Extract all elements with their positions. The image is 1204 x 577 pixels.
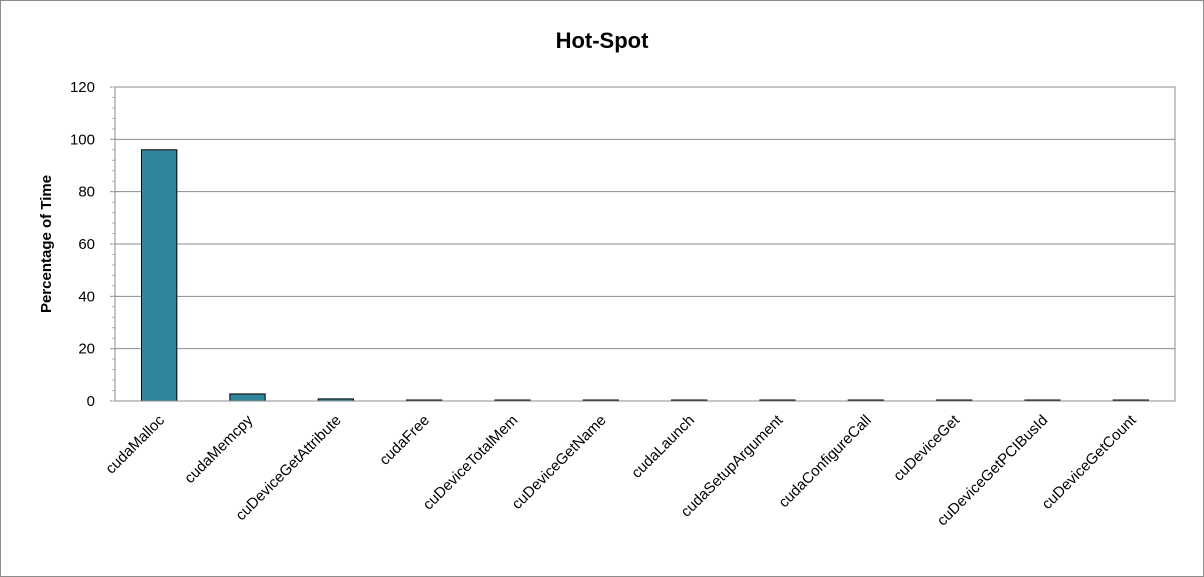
y-axis-ticks: 0 20 40 60 80 100 120 [70,79,115,410]
x-category-label: cudaMemcpy [181,411,256,486]
bar-cudaMalloc [141,149,178,402]
plot-area-border [114,86,1176,402]
x-category-label: cuDeviceGetName [509,412,610,513]
x-category-label: cuDeviceTotalMem [420,412,522,514]
bar-cudaMemcpy [229,393,266,402]
bars [141,149,1149,402]
y-tick-label: 0 [87,393,95,410]
x-category-label: cudaLaunch [628,412,698,482]
y-tick-label: 40 [78,288,95,305]
y-tick-label: 100 [70,131,95,148]
y-tick-label: 60 [78,236,95,253]
gridlines [115,86,1175,350]
y-tick-label: 20 [78,341,95,358]
y-tick-label: 120 [70,79,95,96]
y-axis-title: Percentage of Time [38,175,55,313]
x-category-label: cudaFree [376,412,433,469]
x-category-label: cuDeviceGet [890,411,963,484]
x-category-label: cuDeviceGetCount [1039,411,1141,513]
y-tick-label: 80 [78,184,95,201]
x-axis-labels: cudaMalloc cudaMemcpycuDeviceGetAttribute… [102,411,1140,529]
chart-title: Hot-Spot [555,28,649,53]
x-category-label: cudaConfigureCall [775,412,874,511]
x-category-label: cudaMalloc [102,411,168,477]
